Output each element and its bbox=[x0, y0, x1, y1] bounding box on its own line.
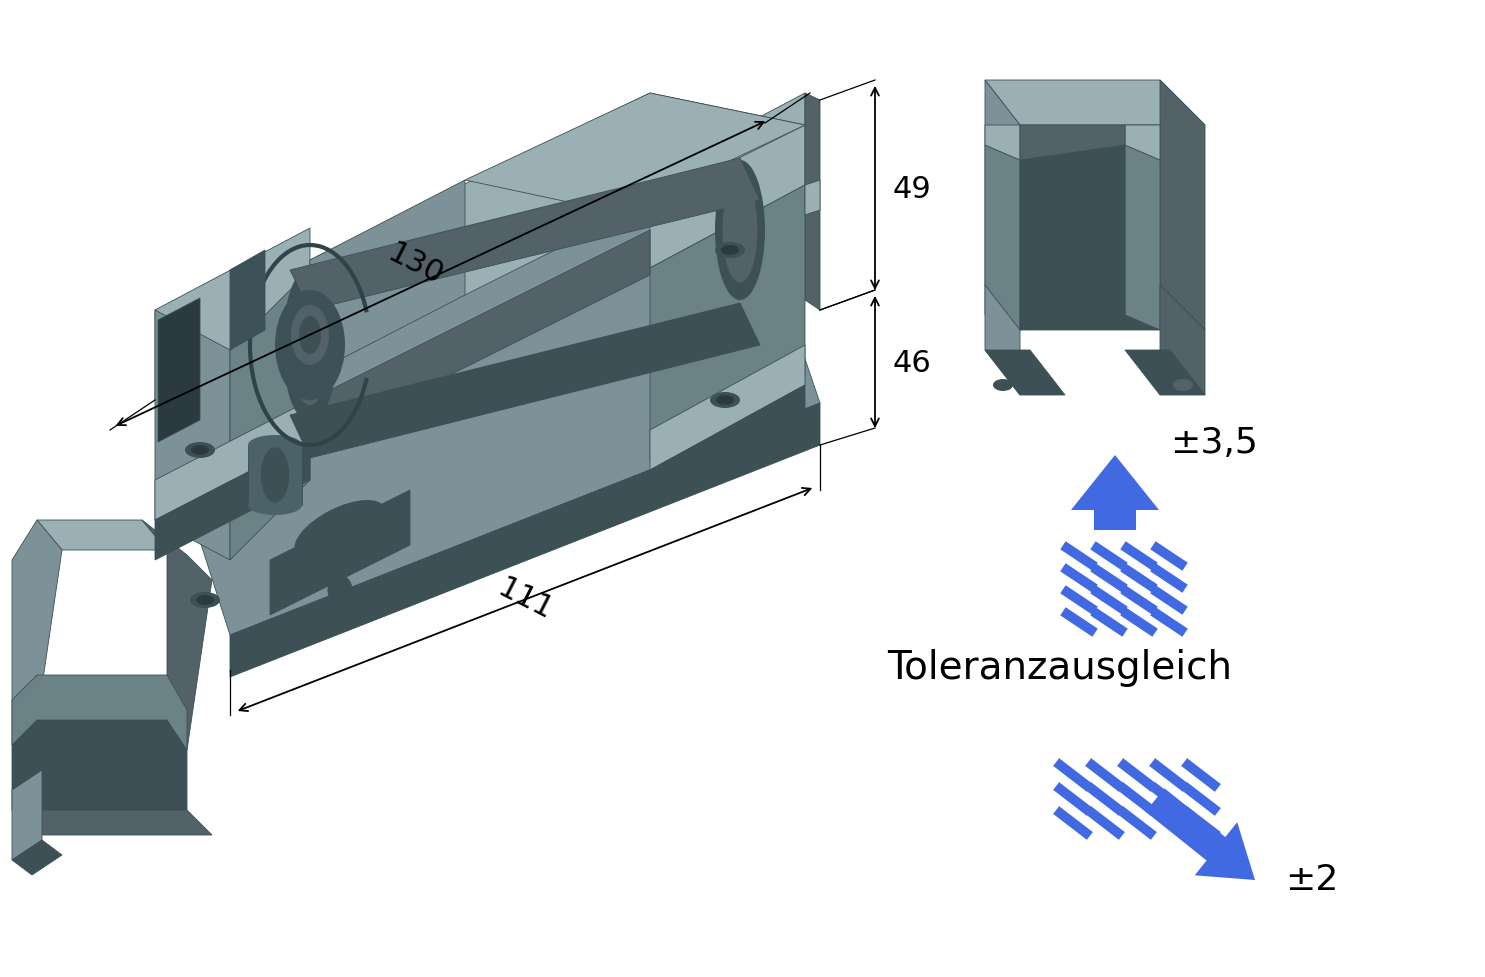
Text: 46: 46 bbox=[892, 349, 931, 377]
Ellipse shape bbox=[722, 245, 740, 255]
Polygon shape bbox=[465, 93, 805, 213]
Polygon shape bbox=[12, 520, 62, 745]
Polygon shape bbox=[985, 285, 1204, 330]
Polygon shape bbox=[985, 285, 1020, 395]
Polygon shape bbox=[985, 80, 1204, 125]
Ellipse shape bbox=[291, 305, 330, 365]
Ellipse shape bbox=[261, 447, 290, 502]
Polygon shape bbox=[154, 440, 310, 560]
Polygon shape bbox=[650, 385, 805, 505]
Polygon shape bbox=[290, 158, 760, 310]
Polygon shape bbox=[985, 145, 1020, 330]
Ellipse shape bbox=[714, 242, 745, 258]
Polygon shape bbox=[805, 93, 820, 310]
Polygon shape bbox=[37, 520, 166, 550]
Text: ±2: ±2 bbox=[1285, 863, 1338, 897]
Ellipse shape bbox=[328, 575, 352, 605]
Polygon shape bbox=[154, 310, 230, 560]
Text: 111: 111 bbox=[493, 573, 557, 626]
Polygon shape bbox=[1020, 145, 1126, 330]
Polygon shape bbox=[270, 490, 410, 615]
Ellipse shape bbox=[196, 595, 214, 605]
Polygon shape bbox=[12, 675, 187, 750]
Ellipse shape bbox=[248, 435, 301, 455]
Polygon shape bbox=[1126, 125, 1160, 160]
Polygon shape bbox=[1126, 145, 1160, 330]
Polygon shape bbox=[985, 125, 1020, 160]
Ellipse shape bbox=[716, 395, 734, 405]
FancyArrow shape bbox=[1145, 788, 1255, 880]
Polygon shape bbox=[230, 270, 310, 560]
Text: ±3,5: ±3,5 bbox=[1170, 426, 1258, 460]
Ellipse shape bbox=[282, 268, 337, 422]
Polygon shape bbox=[650, 185, 805, 460]
Text: 130: 130 bbox=[383, 238, 447, 291]
Ellipse shape bbox=[162, 320, 196, 420]
Polygon shape bbox=[1160, 80, 1204, 330]
Ellipse shape bbox=[298, 316, 321, 354]
Polygon shape bbox=[985, 350, 1065, 395]
Polygon shape bbox=[310, 230, 650, 445]
Ellipse shape bbox=[316, 526, 364, 565]
Ellipse shape bbox=[290, 285, 330, 405]
Ellipse shape bbox=[186, 442, 215, 458]
Polygon shape bbox=[154, 400, 310, 520]
Polygon shape bbox=[12, 840, 62, 875]
Ellipse shape bbox=[1173, 379, 1192, 391]
Ellipse shape bbox=[714, 160, 765, 300]
Polygon shape bbox=[157, 298, 200, 442]
Polygon shape bbox=[248, 445, 301, 505]
Ellipse shape bbox=[275, 290, 345, 400]
Polygon shape bbox=[310, 180, 465, 375]
Polygon shape bbox=[985, 80, 1020, 330]
Polygon shape bbox=[650, 93, 805, 268]
Polygon shape bbox=[1126, 350, 1204, 395]
Polygon shape bbox=[12, 770, 42, 860]
Polygon shape bbox=[1020, 125, 1126, 160]
Ellipse shape bbox=[261, 447, 290, 502]
Polygon shape bbox=[154, 228, 310, 400]
Ellipse shape bbox=[993, 379, 1013, 391]
Ellipse shape bbox=[710, 392, 740, 408]
Ellipse shape bbox=[723, 178, 757, 282]
Polygon shape bbox=[230, 403, 820, 677]
Polygon shape bbox=[1160, 285, 1204, 395]
Polygon shape bbox=[230, 250, 264, 350]
Polygon shape bbox=[12, 810, 212, 835]
Polygon shape bbox=[12, 720, 187, 810]
Ellipse shape bbox=[294, 500, 386, 560]
Polygon shape bbox=[143, 520, 212, 750]
Polygon shape bbox=[805, 180, 820, 215]
Polygon shape bbox=[650, 345, 805, 470]
Polygon shape bbox=[290, 303, 760, 458]
Text: Toleranzausgleich: Toleranzausgleich bbox=[888, 649, 1233, 687]
Ellipse shape bbox=[190, 592, 220, 608]
Ellipse shape bbox=[192, 445, 209, 455]
FancyArrow shape bbox=[1071, 455, 1158, 530]
Text: 49: 49 bbox=[892, 176, 931, 204]
Polygon shape bbox=[310, 93, 805, 295]
Ellipse shape bbox=[248, 495, 301, 515]
Polygon shape bbox=[154, 168, 820, 635]
